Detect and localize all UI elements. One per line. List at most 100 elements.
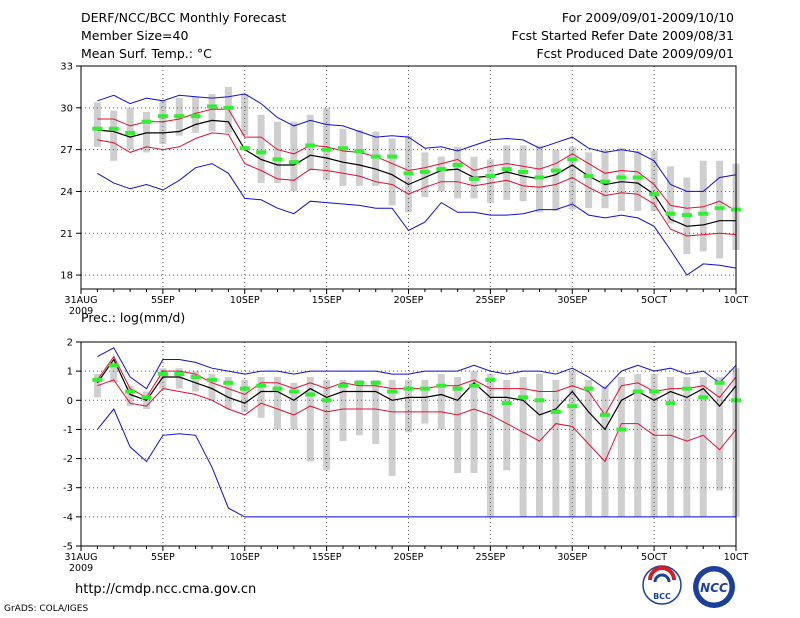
median-precipitation-day-8	[207, 377, 217, 382]
median-precipitation-day-3	[125, 389, 136, 394]
median-precipitation-day-36	[665, 401, 676, 406]
box-precipitation-day-14	[306, 376, 314, 462]
median-temperature-day-29	[550, 168, 561, 173]
box-precipitation-day-31	[585, 379, 593, 517]
median-temperature-day-6	[174, 114, 185, 119]
x-tick-label-temperature-5: 25SEP	[475, 295, 505, 306]
x-tick-label-temperature-3: 15SEP	[312, 295, 342, 306]
median-precipitation-day-26	[501, 401, 512, 406]
median-temperature-day-33	[616, 175, 627, 180]
forecast-produced-date: Fcst Produced Date 2009/09/01	[536, 46, 734, 61]
box-temperature-day-18	[372, 131, 380, 186]
x-tick-label-temperature-6: 30SEP	[557, 295, 587, 306]
median-precipitation-day-2	[108, 363, 119, 368]
median-temperature-day-39	[714, 206, 725, 211]
precipitation-panel: 31AUG 5SEP 10SEP 15SEP 20SEP 25SEP 30SEP 5OCT 10…	[63, 338, 748, 575]
median-precipitation-day-27	[518, 395, 529, 400]
median-precipitation-day-9	[223, 380, 234, 385]
box-precipitation-day-7	[192, 371, 200, 392]
box-precipitation-day-10	[241, 379, 249, 412]
median-temperature-day-20	[403, 171, 414, 176]
box-precipitation-day-12	[274, 376, 281, 430]
envelope-high-line-precipitation	[97, 347, 737, 390]
box-temperature-day-16	[339, 128, 347, 186]
median-precipitation-day-12	[272, 386, 283, 391]
spread-low-line-precipitation	[97, 379, 737, 463]
median-temperature-day-10	[239, 146, 250, 151]
spread-low-line-temperature	[97, 132, 737, 237]
median-precipitation-day-37	[681, 386, 692, 391]
median-precipitation-day-28	[534, 398, 545, 403]
median-precipitation-day-32	[600, 412, 610, 417]
box-precipitation-day-25	[486, 374, 494, 517]
box-temperature-day-14	[306, 114, 314, 171]
y-tick-label-temperature-4: 30	[60, 103, 73, 114]
spread-high-line-precipitation	[96, 355, 737, 416]
x-tick-label-precipitation-7: 5OCT	[641, 552, 667, 563]
median-temperature-day-35	[649, 192, 660, 197]
box-precipitation-day-9	[224, 376, 232, 410]
median-temperature-day-38	[698, 211, 709, 216]
envelope-low-line-temperature	[97, 163, 737, 276]
median-temperature-day-28	[534, 175, 545, 180]
median-temperature-day-3	[125, 130, 136, 135]
median-temperature-day-5	[157, 114, 168, 119]
median-temperature-day-14	[305, 143, 316, 148]
median-precipitation-day-16	[338, 383, 348, 388]
box-precipitation-day-37	[683, 376, 691, 517]
source-url[interactable]: http://cmdp.ncc.cma.gov.cn	[75, 582, 257, 597]
box-temperature-day-15	[323, 107, 331, 181]
median-precipitation-day-4	[141, 395, 152, 400]
box-temperature-day-29	[552, 149, 560, 211]
box-precipitation-day-13	[290, 382, 298, 430]
median-temperature-day-34	[632, 175, 643, 180]
box-precipitation-day-8	[208, 374, 216, 401]
temperature-panel: 31AUG 5SEP 10SEP 15SEP 20SEP 25SEP 30SEP 5OCT 10…	[60, 62, 748, 318]
box-temperature-day-3	[126, 107, 134, 150]
grads-credit: GrADS: COLA/IGES	[4, 604, 89, 614]
box-precipitation-day-36	[667, 376, 674, 517]
y-tick-label-temperature-5: 33	[60, 62, 73, 73]
box-precipitation-day-3	[126, 385, 134, 407]
median-precipitation-day-33	[616, 427, 627, 432]
x-tick-label-precipitation-2: 10SEP	[230, 552, 260, 563]
median-temperature-day-16	[338, 146, 348, 151]
box-precipitation-day-26	[503, 379, 511, 471]
median-temperature-day-9	[223, 105, 234, 110]
box-temperature-day-19	[388, 138, 396, 206]
ensemble-mean-line-temperature	[97, 119, 736, 227]
median-precipitation-day-30	[567, 404, 578, 409]
box-temperature-day-21	[421, 152, 429, 198]
y-tick-label-temperature-3: 27	[60, 145, 73, 156]
ensemble-mean-line-precipitation	[96, 358, 737, 431]
y-tick-label-precipitation-7: 2	[67, 338, 73, 349]
median-temperature-day-19	[387, 154, 398, 159]
box-temperature-day-4	[143, 111, 150, 153]
box-precipitation-day-34	[634, 374, 642, 517]
envelope-high-line-temperature	[97, 93, 737, 192]
y-tick-label-precipitation-3: -2	[63, 454, 73, 465]
box-temperature-day-25	[486, 159, 494, 203]
box-precipitation-day-39	[716, 376, 724, 491]
x-tick-label-temperature-1: 5SEP	[151, 295, 175, 306]
box-temperature-day-17	[355, 130, 363, 186]
median-precipitation-day-31	[583, 386, 594, 391]
median-precipitation-day-19	[387, 389, 398, 394]
box-precipitation-day-29	[552, 379, 560, 517]
box-precipitation-day-23	[454, 376, 462, 474]
median-temperature-day-24	[469, 176, 479, 181]
x-year-label-precipitation: 2009	[69, 563, 93, 574]
envelope-low-line-precipitation	[97, 408, 736, 518]
x-tick-label-temperature-2: 10SEP	[230, 295, 260, 306]
box-precipitation-day-19	[388, 379, 396, 477]
y-tick-label-precipitation-5: 0	[67, 396, 73, 407]
box-precipitation-day-28	[536, 374, 543, 517]
box-precipitation-day-16	[339, 379, 347, 442]
x-tick-label-precipitation-3: 15SEP	[312, 552, 342, 563]
median-temperature-day-17	[354, 149, 365, 154]
box-temperature-day-12	[274, 121, 281, 184]
box-precipitation-day-17	[355, 379, 363, 436]
median-temperature-day-1	[92, 126, 103, 131]
x-tick-label-temperature-8: 10CT	[724, 295, 749, 306]
